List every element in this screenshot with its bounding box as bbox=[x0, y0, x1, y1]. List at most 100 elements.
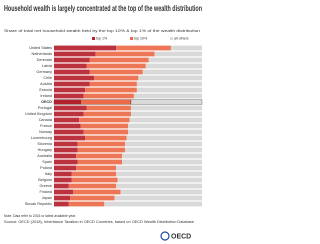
bar-segment bbox=[83, 93, 134, 99]
y-tick-label: Hungary bbox=[38, 148, 52, 152]
bar-segment bbox=[77, 147, 126, 153]
bar-segment bbox=[54, 153, 77, 159]
y-tick-label: Ireland bbox=[40, 94, 52, 98]
bar-segment bbox=[133, 93, 202, 99]
bar-segment bbox=[54, 105, 87, 111]
bar-segment bbox=[54, 81, 90, 87]
legend-swatch bbox=[170, 37, 173, 40]
legend-swatch bbox=[130, 37, 133, 40]
y-tick-label: Denmark bbox=[37, 58, 53, 62]
y-tick-label: Portugal bbox=[38, 106, 52, 110]
y-tick-label: United States bbox=[29, 46, 52, 50]
bar-segment bbox=[85, 135, 127, 141]
legend-swatch bbox=[92, 37, 95, 40]
y-tick-label: Greece bbox=[40, 184, 52, 188]
y-tick-label: Austria bbox=[40, 82, 53, 86]
bar-segment bbox=[54, 177, 72, 183]
chart-title: Household wealth is largely concentrated… bbox=[4, 4, 202, 13]
bar-segment bbox=[86, 105, 131, 111]
bar-segment bbox=[136, 81, 202, 87]
bar-segment bbox=[73, 189, 121, 195]
bar-segment bbox=[68, 183, 117, 189]
bar-segment bbox=[54, 141, 78, 147]
bar-segment bbox=[128, 123, 202, 129]
y-tick-label: Slovenia bbox=[37, 142, 52, 146]
chart: Household wealth is largely concentrated… bbox=[4, 4, 203, 241]
source: Source: OECD (2018), Inheritance Taxatio… bbox=[4, 220, 194, 224]
bar-segment bbox=[54, 75, 94, 81]
y-tick-label: Netherlands bbox=[32, 52, 53, 56]
bar-segment bbox=[130, 99, 203, 105]
bar-segment bbox=[95, 51, 155, 57]
bar-segment bbox=[54, 129, 84, 135]
bar-segment bbox=[76, 153, 123, 159]
y-tick-label: Finland bbox=[40, 190, 52, 194]
bar-segment bbox=[170, 45, 202, 51]
bar-segment bbox=[104, 201, 202, 207]
bar-segment bbox=[71, 171, 117, 177]
bar-segment bbox=[54, 165, 77, 171]
bar-segment bbox=[77, 141, 126, 147]
y-tick-label: France bbox=[40, 124, 52, 128]
logo-mark bbox=[160, 231, 170, 241]
y-tick-label: Japan bbox=[42, 196, 52, 200]
y-tick-label: Chile bbox=[43, 76, 52, 80]
y-tick-label: OECD bbox=[41, 100, 52, 104]
bar-segment bbox=[114, 195, 202, 201]
bar-segment bbox=[129, 117, 202, 123]
bar-segment bbox=[154, 51, 202, 57]
bar-segment bbox=[54, 111, 84, 117]
bar-segment bbox=[130, 111, 202, 117]
bar-segment bbox=[89, 57, 149, 63]
bar-segment bbox=[77, 159, 123, 165]
chart-subtitle: Share of total net household wealth held… bbox=[4, 29, 200, 33]
bar-segment bbox=[125, 147, 202, 153]
legend-label: top 10% bbox=[134, 37, 148, 41]
bar-segment bbox=[136, 87, 202, 93]
bar-segment bbox=[68, 201, 105, 207]
bar-segment bbox=[54, 195, 71, 201]
y-tick-label: Germany bbox=[36, 70, 52, 74]
y-tick-label: Latvia bbox=[42, 64, 53, 68]
bar-segment bbox=[76, 165, 117, 171]
y-tick-label: Poland bbox=[40, 166, 52, 170]
y-tick-label: Luxembourg bbox=[31, 136, 52, 140]
bar-segment bbox=[70, 195, 115, 201]
bar-segment bbox=[128, 129, 202, 135]
y-tick-label: Norway bbox=[39, 130, 52, 134]
logo: OECD bbox=[171, 233, 191, 240]
bar-segment bbox=[80, 123, 128, 129]
bar-segment bbox=[89, 81, 137, 87]
y-tick-label: Spain bbox=[42, 160, 52, 164]
bar-segment bbox=[148, 57, 202, 63]
y-tick-label: Estonia bbox=[39, 88, 53, 92]
bar-segment bbox=[130, 105, 202, 111]
y-tick-label: Italy bbox=[45, 172, 52, 176]
bar-segment bbox=[54, 135, 86, 141]
bar-segment bbox=[54, 171, 72, 177]
bar-segment bbox=[85, 87, 137, 93]
bar-segment bbox=[54, 69, 90, 75]
legend-label: all others bbox=[174, 37, 189, 41]
bar-segment bbox=[54, 159, 78, 165]
bar-segment bbox=[138, 75, 202, 81]
bar-segment bbox=[116, 165, 202, 171]
bar-segment bbox=[116, 171, 202, 177]
y-tick-label: Canada bbox=[39, 118, 53, 122]
y-tick-label: Belgium bbox=[38, 178, 52, 182]
bar-segment bbox=[116, 183, 202, 189]
bar-segment bbox=[83, 111, 131, 117]
y-tick-label: United Kingdom bbox=[25, 112, 52, 116]
bar-segment bbox=[54, 189, 74, 195]
bar-segment bbox=[54, 45, 117, 51]
bar-segment bbox=[54, 147, 78, 153]
bar-segment bbox=[145, 63, 202, 69]
y-tick-label: Slovak Republic bbox=[25, 202, 52, 206]
bar-segment bbox=[122, 153, 202, 159]
bar-segment bbox=[116, 45, 171, 51]
bar-segment bbox=[54, 201, 69, 207]
bar-segment bbox=[53, 99, 81, 105]
bar-segment bbox=[54, 57, 90, 63]
bar-segment bbox=[54, 51, 96, 57]
bar-segment bbox=[83, 129, 128, 135]
